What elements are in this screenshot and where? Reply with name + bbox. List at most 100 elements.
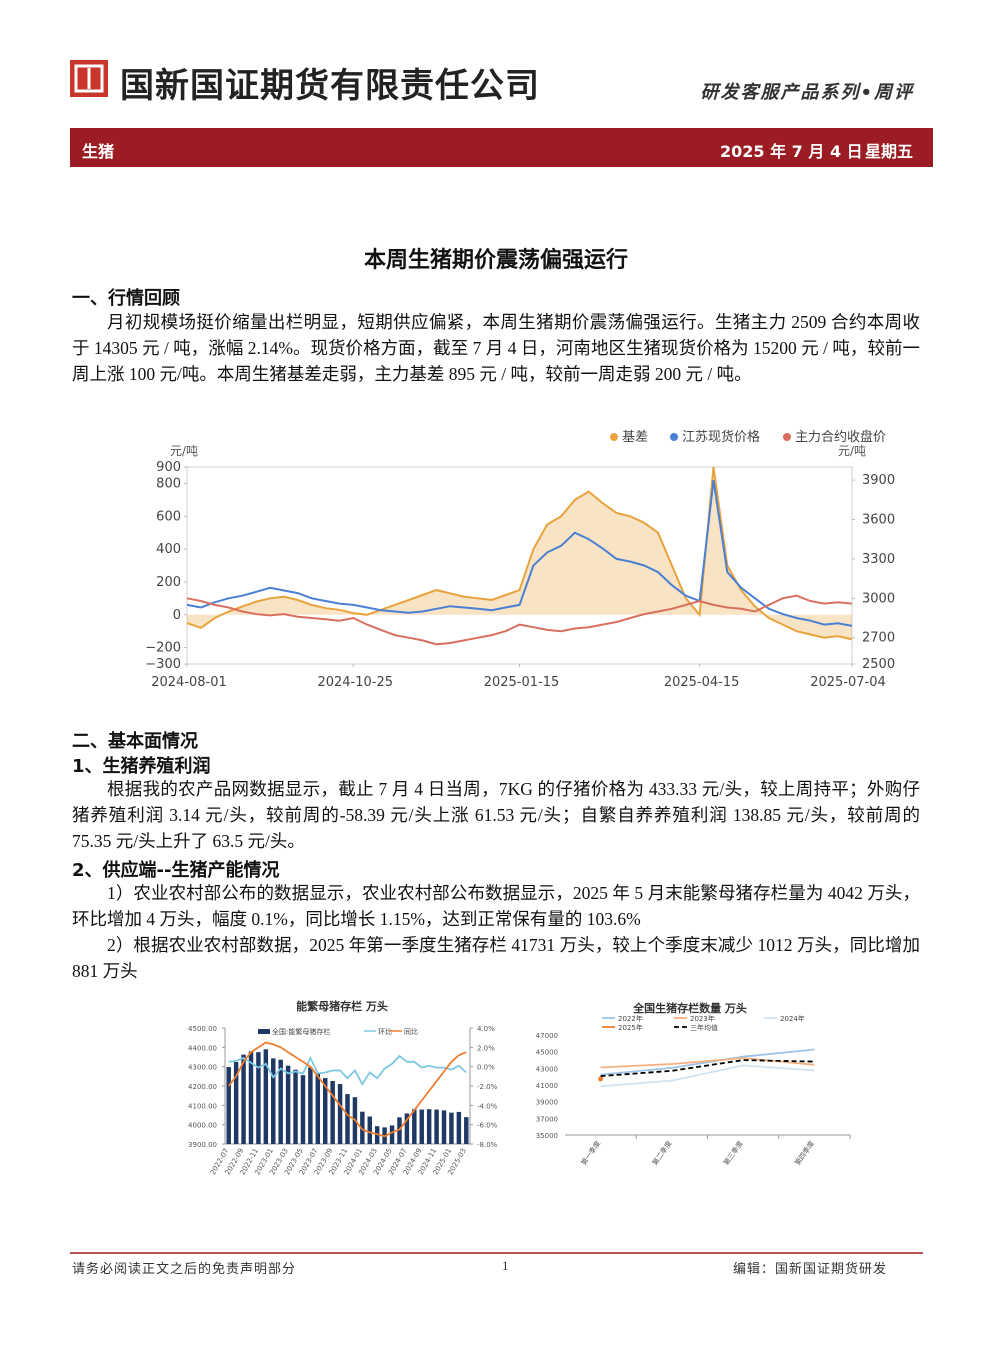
product: 生猪 — [82, 142, 115, 161]
bar — [360, 1111, 365, 1144]
legend-marker — [610, 433, 618, 441]
line — [227, 1041, 467, 1138]
legend-label: 同比 — [404, 1027, 418, 1036]
banner: 生猪 2025 年 7 月 4 日 星期五 — [70, 128, 933, 167]
bar — [441, 1110, 447, 1144]
bar — [419, 1109, 424, 1144]
subheading: 2、供应端--生猪产能情况 — [72, 860, 280, 881]
weekday: 星期五 — [865, 142, 914, 161]
y2-tick-label: 3600 — [862, 513, 895, 528]
heading: 一、行情回顾 — [72, 288, 180, 309]
bar — [300, 1075, 306, 1144]
bar — [271, 1058, 276, 1144]
x-tick-label: 2025-04-15 — [664, 675, 740, 690]
legend-label: 2024年 — [780, 1014, 805, 1023]
y-tick-label: 47000 — [536, 1032, 558, 1040]
legend-label: 全国:能繁母猪存栏 — [272, 1027, 330, 1036]
bar — [337, 1084, 343, 1144]
y-tick-label: −300 — [145, 657, 181, 672]
bar — [293, 1069, 298, 1144]
y-unit: 元/吨 — [170, 444, 198, 458]
bar — [367, 1116, 372, 1144]
y2-tick-label: -6.0% — [477, 1122, 498, 1130]
y-tick-label: 200 — [156, 575, 181, 590]
legend-label: 江苏现货价格 — [682, 429, 760, 445]
bar — [412, 1109, 417, 1144]
x-tick-label: 2024-10-25 — [317, 675, 393, 690]
bar — [278, 1059, 283, 1144]
legend-label: 2023年 — [690, 1014, 715, 1023]
bar — [308, 1067, 313, 1144]
y-tick-label: 35000 — [536, 1132, 558, 1140]
x-tick-label: 2025-07-04 — [810, 675, 886, 690]
y2-tick-label: 3900 — [862, 473, 895, 488]
bar — [233, 1062, 239, 1144]
bar — [256, 1052, 261, 1144]
x-tick-label: 2024-08-01 — [151, 675, 227, 690]
y-tick-label: 37000 — [536, 1115, 558, 1123]
y-tick-label: 45000 — [536, 1049, 558, 1057]
y2-tick-label: -8.0% — [477, 1141, 498, 1149]
legend-label: 基差 — [622, 430, 648, 445]
bar — [226, 1067, 231, 1144]
paragraph: 根据我的农产品网数据显示，截止 7 月 4 日当周，7KG 的仔猪价格为 433… — [72, 779, 920, 851]
bar — [345, 1094, 350, 1144]
bar — [464, 1117, 469, 1144]
x-tick-label: 第三季度 — [721, 1139, 744, 1167]
y-tick-label: 4300.00 — [188, 1064, 217, 1072]
y2-tick-label: 2500 — [862, 657, 895, 672]
y-tick-label: 4000.00 — [188, 1122, 217, 1130]
legend-label: 主力合约收盘价 — [795, 429, 886, 445]
logo — [70, 60, 108, 97]
chart-title: 能繁母猪存栏 万头 — [296, 999, 388, 1013]
disclaimer: 请务必阅读正文之后的免责声明部分 — [72, 1261, 297, 1276]
company: 国新国证期货有限责任公司 — [120, 66, 540, 106]
y2-tick-label: 2.0% — [477, 1044, 495, 1052]
doc-title: 本周生猪期价震荡偏强运行 — [363, 248, 628, 273]
y-tick-label: 800 — [156, 476, 181, 491]
line — [186, 594, 853, 646]
y-tick-label: 4400.00 — [188, 1044, 217, 1052]
bar — [389, 1125, 395, 1144]
legend-marker — [258, 1029, 270, 1034]
y2-tick-label: -2.0% — [477, 1083, 498, 1091]
bar — [404, 1113, 410, 1144]
y-tick-label: 4500.00 — [188, 1025, 217, 1033]
paragraph: 月初规模场挺价缩量出栏明显，短期供应偏紧，本周生猪期价震荡偏强运行。生猪主力 2… — [72, 312, 920, 384]
y-tick-label: 39000 — [536, 1099, 558, 1107]
date: 2025 年 7 月 4 日 — [720, 142, 863, 161]
plot-frame — [186, 466, 853, 665]
bar — [241, 1054, 246, 1144]
y-tick-label: 400 — [156, 542, 181, 557]
chart-title: 全国生猪存栏数量 万头 — [632, 1001, 747, 1015]
y2-unit: 元/吨 — [838, 444, 866, 458]
page-number: 1 — [502, 1258, 510, 1273]
point — [598, 1076, 604, 1082]
bar — [315, 1073, 321, 1144]
line — [600, 1064, 815, 1088]
paragraph: 2）根据农业农村部数据，2025 年第一季度生猪存栏 41731 万头，较上个季… — [72, 935, 920, 981]
x-tick-label: 2025-01-15 — [484, 675, 560, 690]
bar — [323, 1078, 328, 1144]
editor: 编辑：国新国证期货研发 — [733, 1261, 888, 1276]
legend-marker — [670, 433, 678, 441]
bar — [248, 1051, 254, 1144]
series-name: 研发客服产品系列•周评 — [700, 82, 914, 103]
y-tick-label: 0 — [173, 608, 181, 623]
heading: 二、基本面情况 — [72, 731, 198, 752]
line — [186, 466, 853, 641]
y2-tick-label: -4.0% — [477, 1102, 498, 1110]
bar — [449, 1112, 454, 1144]
paragraph: 1）农业农村部公布的数据显示，农业农村部公布数据显示，2025 年 5 月末能繁… — [72, 883, 920, 929]
legend-label: 环比 — [378, 1027, 392, 1036]
legend-label: 2022年 — [618, 1014, 643, 1023]
bar — [426, 1109, 432, 1144]
y-tick-label: 3900.00 — [188, 1141, 217, 1149]
subheading: 1、生猪养殖利润 — [72, 756, 211, 777]
y-tick-label: 4100.00 — [188, 1102, 217, 1110]
y-tick-label: 4200.00 — [188, 1083, 217, 1091]
bar — [434, 1109, 439, 1144]
legend-label: 2025年 — [618, 1023, 643, 1032]
